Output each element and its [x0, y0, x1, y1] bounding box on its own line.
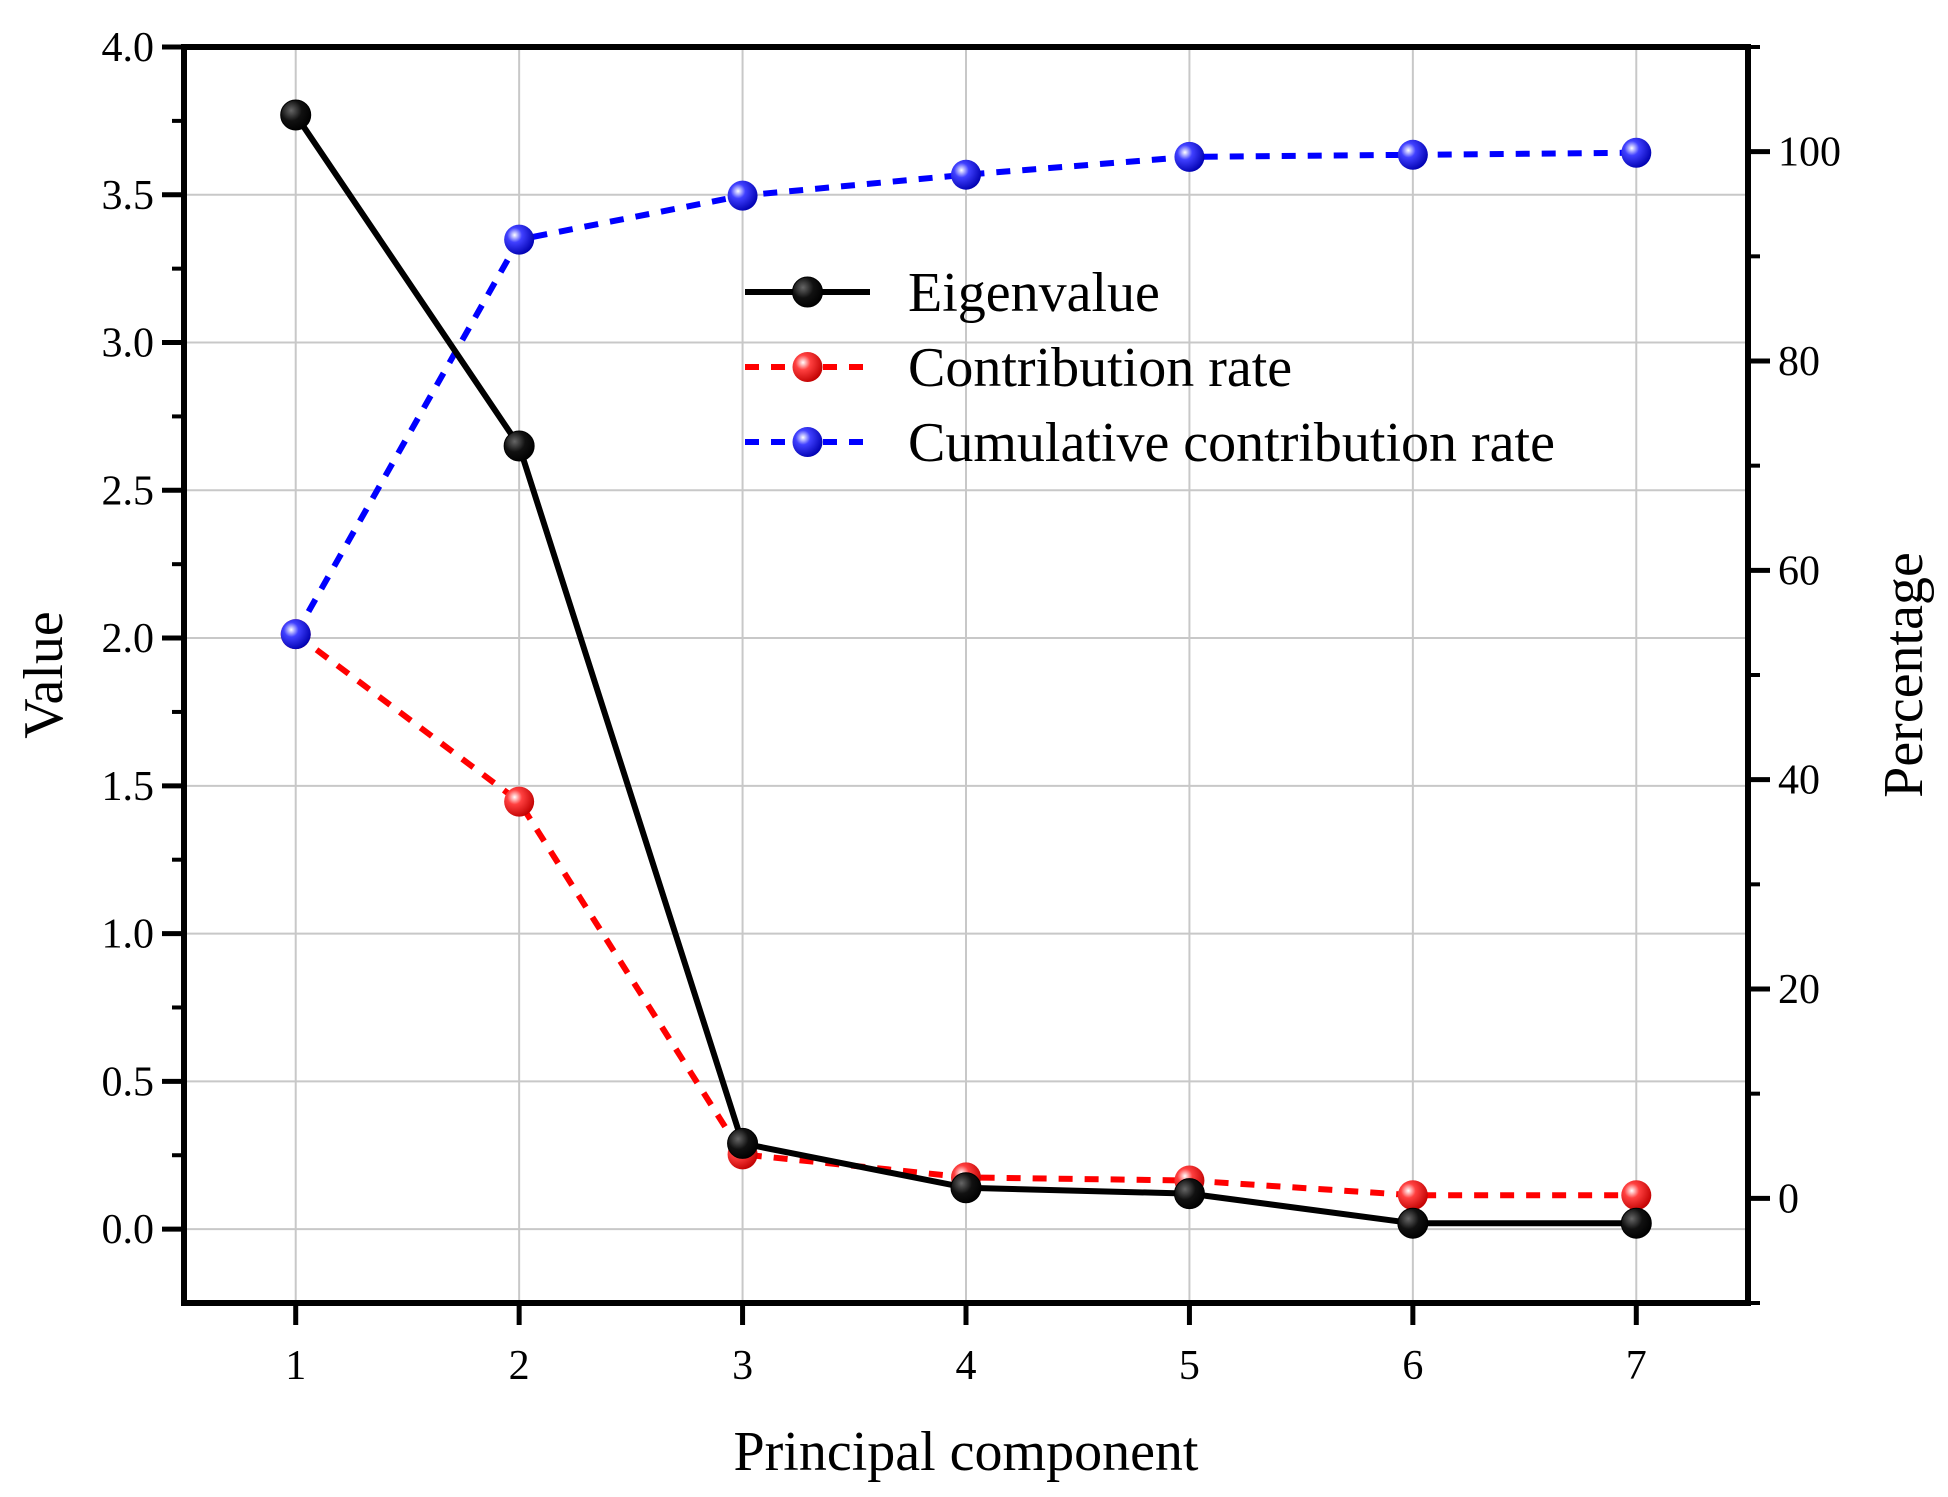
data-point-series-0 [1397, 1207, 1429, 1239]
x-tick-label: 6 [1402, 1343, 1423, 1389]
x-tick-label: 4 [956, 1343, 977, 1389]
data-point-series-0 [1173, 1178, 1205, 1210]
y-left-tick-label: 1.0 [102, 912, 155, 958]
data-point-series-1 [504, 786, 535, 817]
data-point-series-0 [280, 99, 312, 131]
legend-marker-2 [792, 427, 823, 457]
series-layer [280, 99, 1652, 1239]
data-point-series-2 [280, 619, 311, 650]
legend-label-2: Cumulative contribution rate [908, 412, 1555, 474]
x-tick-label: 3 [732, 1343, 753, 1389]
y-right-tick-label: 100 [1778, 130, 1841, 176]
y-left-tick-label: 2.5 [102, 468, 155, 514]
data-point-series-1 [1621, 1180, 1652, 1211]
legend: Eigenvalue Contribution rate Cumulative co… [745, 262, 1555, 474]
y-left-tick-label: 1.5 [102, 764, 155, 810]
x-axis-title: Principal component [733, 1421, 1198, 1483]
y-axis-left-title: Value [13, 611, 75, 739]
y-right-tick-label: 20 [1778, 967, 1820, 1013]
x-tick-label: 5 [1179, 1343, 1200, 1389]
y-left-tick-label: 3.0 [102, 321, 155, 367]
data-point-series-2 [727, 180, 758, 211]
y-right-tick-label: 60 [1778, 548, 1820, 594]
y-right-tick-label: 0 [1778, 1176, 1799, 1222]
y-axis-right-title: Percentage [1873, 552, 1935, 798]
ticks: 1 2 3 4 5 6 7 0.0 0.5 1.0 1.5 2.0 2.5 3.0 3.5 4.0 0 20 40 6… [102, 25, 1842, 1389]
data-point-series-0 [503, 430, 535, 462]
data-point-series-2 [1174, 141, 1205, 172]
legend-marker-1 [792, 352, 823, 382]
y-left-tick-label: 3.5 [102, 173, 155, 219]
legend-marker-0 [792, 276, 823, 308]
data-point-series-1 [1397, 1180, 1428, 1211]
data-point-series-2 [951, 159, 981, 190]
y-right-tick-label: 80 [1778, 339, 1820, 385]
data-point-series-0 [950, 1172, 982, 1204]
x-tick-label: 1 [285, 1343, 306, 1389]
y-left-tick-label: 0.5 [102, 1059, 155, 1105]
data-point-series-2 [1397, 139, 1428, 170]
y-left-tick-label: 2.0 [102, 616, 155, 662]
x-tick-label: 7 [1626, 1343, 1647, 1389]
x-tick-label: 2 [509, 1343, 530, 1389]
data-point-series-2 [1621, 137, 1652, 168]
data-point-series-0 [1620, 1207, 1652, 1239]
legend-label-0: Eigenvalue [908, 262, 1160, 324]
y-left-tick-label: 0.0 [102, 1207, 155, 1253]
legend-label-1: Contribution rate [908, 337, 1292, 399]
grid [184, 46, 1748, 1303]
y-left-tick-label: 4.0 [102, 25, 155, 71]
data-point-series-0 [727, 1127, 759, 1159]
data-point-series-2 [504, 224, 535, 255]
y-right-tick-label: 40 [1778, 758, 1820, 804]
